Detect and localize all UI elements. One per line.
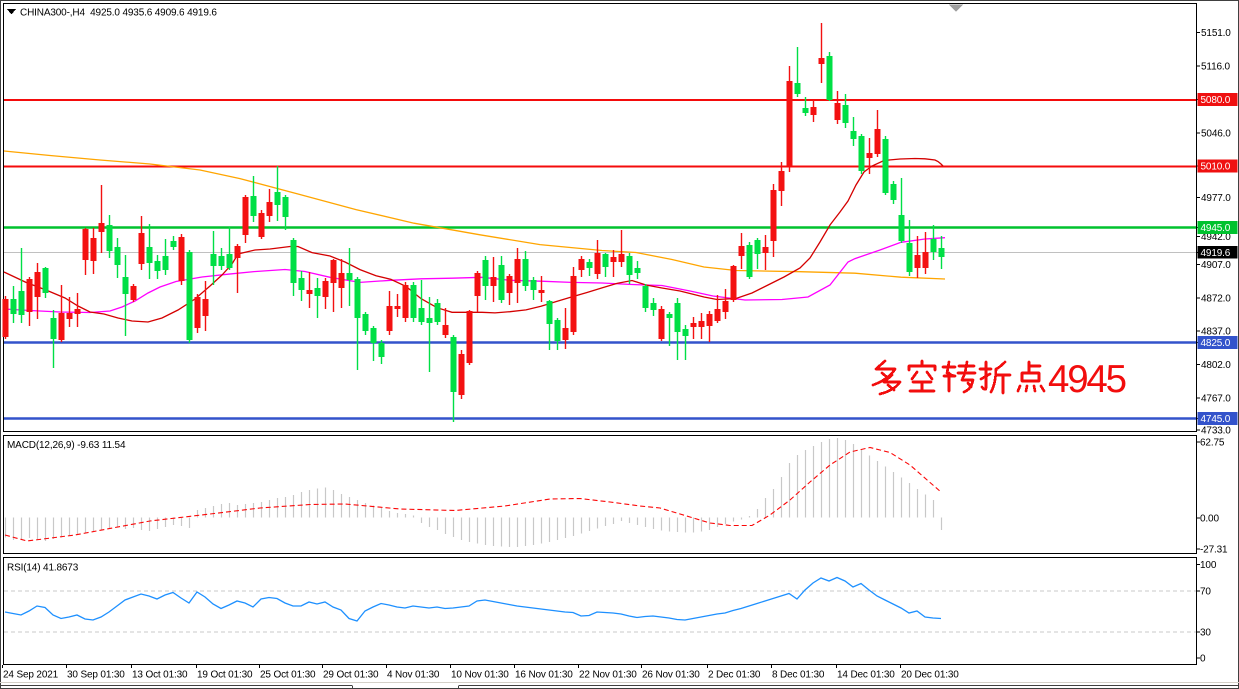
svg-text:5010.0: 5010.0 [1201, 162, 1231, 173]
svg-text:4942.0: 4942.0 [1201, 232, 1231, 243]
svg-text:10 Nov 01:30: 10 Nov 01:30 [451, 670, 509, 681]
svg-text:13 Oct 01:30: 13 Oct 01:30 [132, 670, 188, 681]
svg-text:20 Dec 01:30: 20 Dec 01:30 [901, 670, 959, 681]
svg-text:8 Dec 01:30: 8 Dec 01:30 [772, 670, 825, 681]
svg-text:5151.0: 5151.0 [1201, 28, 1231, 39]
svg-text:4825.0: 4825.0 [1201, 338, 1231, 349]
svg-text:4945.0: 4945.0 [1201, 223, 1231, 234]
svg-text:CHINA300-,H4 4925.0 4935.6 49: CHINA300-,H4 4925.0 4935.6 4909.6 4919.6 [20, 8, 217, 19]
svg-text:25 Oct 01:30: 25 Oct 01:30 [260, 670, 316, 681]
svg-text:4977.0: 4977.0 [1201, 193, 1231, 204]
svg-text:70: 70 [1200, 587, 1211, 598]
svg-text:RSI(14) 41.8673: RSI(14) 41.8673 [7, 563, 79, 574]
svg-text:4837.0: 4837.0 [1201, 327, 1231, 338]
svg-text:4802.0: 4802.0 [1201, 360, 1231, 371]
svg-text:24 Sep 2021: 24 Sep 2021 [3, 670, 59, 681]
svg-text:19 Oct 01:30: 19 Oct 01:30 [197, 670, 253, 681]
svg-text:4907.0: 4907.0 [1201, 260, 1231, 271]
svg-text:26 Nov 01:30: 26 Nov 01:30 [642, 670, 700, 681]
svg-text:4919.6: 4919.6 [1201, 248, 1231, 259]
svg-text:4733.0: 4733.0 [1201, 426, 1231, 437]
svg-text:14 Dec 01:30: 14 Dec 01:30 [837, 670, 895, 681]
svg-text:16 Nov 01:30: 16 Nov 01:30 [515, 670, 573, 681]
svg-text:MACD(12,26,9) -9.63 11.54: MACD(12,26,9) -9.63 11.54 [7, 440, 126, 451]
svg-text:4767.0: 4767.0 [1201, 394, 1231, 405]
svg-text:0: 0 [1200, 654, 1206, 665]
svg-text:30: 30 [1200, 628, 1211, 639]
svg-text:22 Nov 01:30: 22 Nov 01:30 [579, 670, 637, 681]
svg-text:2 Dec 01:30: 2 Dec 01:30 [708, 670, 761, 681]
svg-text:4872.0: 4872.0 [1201, 294, 1231, 305]
svg-text:4945: 4945 [1048, 358, 1126, 401]
svg-text:5116.0: 5116.0 [1201, 62, 1231, 73]
svg-text:29 Oct 01:30: 29 Oct 01:30 [323, 670, 379, 681]
svg-text:-27.31: -27.31 [1200, 544, 1228, 555]
svg-text:5046.0: 5046.0 [1201, 129, 1231, 140]
svg-text:62.75: 62.75 [1200, 437, 1225, 448]
svg-text:4 Nov 01:30: 4 Nov 01:30 [387, 670, 440, 681]
svg-text:100: 100 [1200, 560, 1217, 571]
svg-text:4745.0: 4745.0 [1201, 414, 1231, 425]
svg-text:0.00: 0.00 [1200, 513, 1219, 524]
svg-text:5080.0: 5080.0 [1201, 95, 1231, 106]
svg-text:30 Sep 01:30: 30 Sep 01:30 [67, 670, 125, 681]
